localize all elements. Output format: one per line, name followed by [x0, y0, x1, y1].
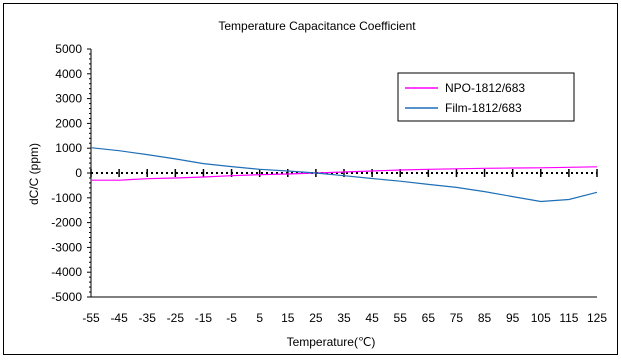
x-tick-label: 45	[365, 311, 379, 325]
legend-label-1: Film-1812/683	[445, 101, 522, 115]
x-tick-label: 55	[394, 311, 408, 325]
y-axis-label: dC/C (ppm)	[27, 143, 41, 205]
y-tick-label: 2000	[55, 116, 82, 130]
y-tick-label: 1000	[55, 141, 82, 155]
x-tick-label: -55	[82, 311, 100, 325]
x-tick-label: 65	[422, 311, 436, 325]
plot-layer: 5000 4000 3000 2000 1000 0 -1000 -2000 -3000 -400…	[51, 42, 607, 325]
y-tick-label: -4000	[51, 265, 82, 279]
x-tick-label: -15	[195, 311, 213, 325]
y-tick-label: -2000	[51, 216, 82, 230]
legend-label-0: NPO-1812/683	[445, 81, 525, 95]
y-tick-label: 0	[75, 166, 82, 180]
y-tick-label: 5000	[55, 42, 82, 56]
x-tick-label: 115	[559, 311, 578, 325]
x-tick-label: 85	[478, 311, 492, 325]
x-tick-label: -35	[139, 311, 157, 325]
x-tick-label: 75	[450, 311, 464, 325]
x-tick-label: 125	[587, 311, 607, 325]
x-tick-label: 25	[309, 311, 323, 325]
chart-border	[3, 3, 618, 355]
legend-box	[397, 72, 575, 122]
x-tick-label: 15	[281, 311, 295, 325]
x-tick-label: 95	[506, 311, 520, 325]
chart-title: Temperature Capacitance Coefficient	[218, 19, 416, 33]
y-tick-label: 4000	[55, 67, 82, 81]
x-tick-label: -45	[110, 311, 128, 325]
series-line-0	[91, 166, 598, 181]
y-tick-label: -1000	[51, 191, 82, 205]
x-tick-label: 35	[337, 311, 351, 325]
x-tick-label: -5	[226, 311, 237, 325]
x-axis-label: Temperature(℃)	[287, 335, 376, 349]
y-tick-label: -5000	[51, 290, 82, 304]
y-tick-label: -3000	[51, 240, 82, 254]
y-tick-label: 3000	[55, 92, 82, 106]
series-line-1	[90, 147, 598, 203]
x-tick-label: 5	[256, 311, 263, 325]
x-tick-label: 105	[531, 311, 551, 325]
x-tick-label: -25	[167, 311, 185, 325]
